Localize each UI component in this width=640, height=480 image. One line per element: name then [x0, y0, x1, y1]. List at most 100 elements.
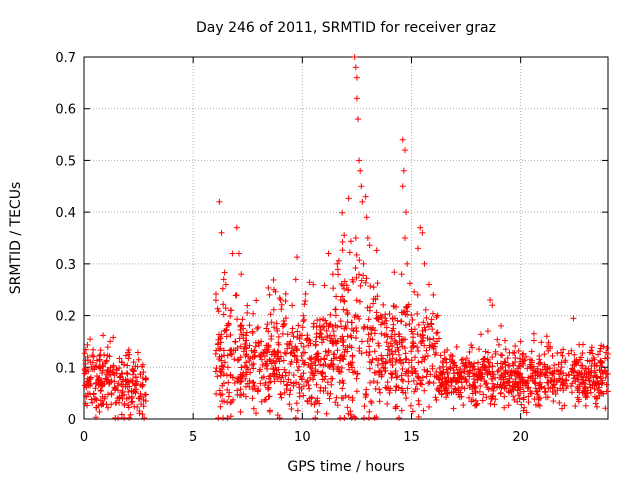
data-point — [218, 229, 225, 236]
data-point — [275, 333, 282, 340]
data-point — [104, 352, 111, 359]
data-point — [472, 385, 479, 392]
data-point — [263, 363, 270, 370]
data-point — [360, 260, 367, 267]
data-point — [479, 397, 486, 404]
data-point — [373, 355, 380, 362]
data-point — [538, 339, 545, 346]
data-point — [447, 352, 454, 359]
data-point — [383, 317, 390, 324]
data-point — [511, 396, 518, 403]
data-point — [250, 310, 257, 317]
data-point — [273, 358, 280, 365]
data-point — [293, 359, 300, 366]
data-point — [300, 349, 307, 356]
data-point — [412, 386, 419, 393]
data-point — [353, 375, 360, 382]
data-point — [401, 147, 408, 154]
data-point — [520, 382, 527, 389]
data-point — [571, 358, 578, 365]
data-point — [570, 315, 577, 322]
data-point — [480, 391, 487, 398]
data-point — [337, 414, 344, 421]
data-point — [87, 359, 94, 366]
data-point — [374, 315, 381, 322]
data-point — [576, 389, 583, 396]
x-tick-label: 5 — [189, 430, 197, 445]
data-point — [589, 350, 596, 357]
data-point — [104, 344, 111, 351]
data-point — [442, 386, 449, 393]
data-point — [428, 316, 435, 323]
data-point — [132, 374, 139, 381]
data-point — [423, 373, 430, 380]
data-point — [265, 393, 272, 400]
data-point — [88, 396, 95, 403]
data-point — [215, 308, 222, 315]
data-point — [233, 292, 240, 299]
data-point — [381, 365, 388, 372]
data-point — [327, 311, 334, 318]
data-point — [344, 404, 351, 411]
data-point — [556, 399, 563, 406]
data-point — [404, 260, 411, 267]
data-point — [243, 337, 250, 344]
data-point — [93, 357, 100, 364]
data-point — [351, 368, 358, 375]
data-point — [250, 379, 257, 386]
data-point — [472, 397, 479, 404]
data-point — [334, 324, 341, 331]
data-point — [278, 374, 285, 381]
y-tick-label: 0.1 — [55, 361, 76, 376]
data-point — [142, 391, 149, 398]
data-point — [336, 379, 343, 386]
data-point — [426, 336, 433, 343]
data-point — [222, 327, 229, 334]
x-axis-label: GPS time / hours — [287, 459, 404, 475]
data-point — [524, 385, 531, 392]
data-point — [404, 385, 411, 392]
data-point — [366, 408, 373, 415]
data-point — [333, 340, 340, 347]
data-point — [363, 392, 370, 399]
data-point — [128, 399, 135, 406]
data-point — [119, 392, 126, 399]
data-point — [318, 370, 325, 377]
data-point — [286, 369, 293, 376]
data-point — [455, 391, 462, 398]
data-point — [339, 385, 346, 392]
data-point — [399, 366, 406, 373]
data-point — [335, 257, 342, 264]
data-point — [378, 355, 385, 362]
data-point — [246, 383, 253, 390]
data-point — [325, 347, 332, 354]
data-point — [290, 372, 297, 379]
data-point — [90, 353, 97, 360]
y-axis-label: SRMTID / TECUs — [8, 182, 24, 295]
data-point — [469, 344, 476, 351]
data-point — [82, 367, 89, 374]
data-point — [355, 116, 362, 123]
data-point — [398, 318, 405, 325]
data-point — [123, 352, 130, 359]
data-point — [362, 279, 369, 286]
data-point — [582, 402, 589, 409]
data-point — [221, 359, 228, 366]
data-point — [604, 388, 611, 395]
data-point — [325, 250, 332, 257]
data-point — [376, 398, 383, 405]
data-point — [265, 384, 272, 391]
data-point — [286, 401, 293, 408]
data-point — [453, 364, 460, 371]
y-tick-label: 0.2 — [55, 310, 76, 325]
data-point — [508, 367, 515, 374]
data-point — [348, 325, 355, 332]
data-point — [512, 376, 519, 383]
data-point — [113, 399, 120, 406]
data-point — [515, 365, 522, 372]
data-point — [332, 399, 339, 406]
data-point — [264, 365, 271, 372]
data-point — [380, 301, 387, 308]
data-point — [392, 348, 399, 355]
data-point — [92, 385, 99, 392]
